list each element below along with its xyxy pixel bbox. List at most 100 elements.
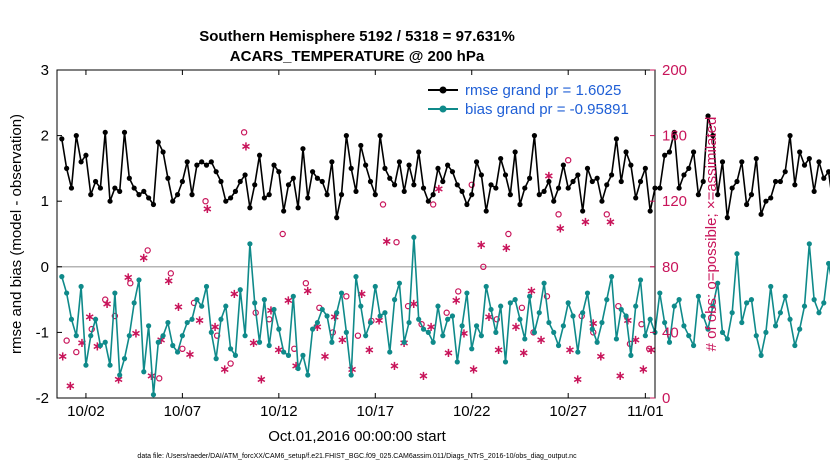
- obs-assimilated-marker: ∗: [596, 349, 607, 364]
- bias-point: [117, 372, 123, 378]
- rmse-point: [78, 159, 84, 165]
- obs-possible-marker: [302, 280, 310, 287]
- bias-point: [353, 274, 359, 280]
- bias-point: [430, 339, 436, 345]
- obs-assimilated-marker: ∗: [156, 333, 167, 348]
- obs-assimilated-marker: ∗: [493, 343, 504, 358]
- x-tick-label: 10/02: [67, 403, 105, 420]
- rmse-point: [425, 198, 431, 204]
- rmse-point: [748, 192, 755, 198]
- bias-point: [502, 359, 509, 365]
- obs-assimilated-marker: ∗: [418, 369, 429, 384]
- bias-point: [271, 306, 277, 313]
- obs-possible-marker: [646, 345, 653, 352]
- bias-point: [546, 319, 552, 326]
- bias-point: [329, 339, 335, 345]
- bias-point: [184, 319, 190, 326]
- bias-point: [719, 329, 726, 335]
- x-axis-label: Oct.01,2016 00:00:00 start: [268, 428, 446, 445]
- bias-point: [440, 333, 446, 339]
- bias-point: [715, 280, 721, 286]
- obs-possible-marker: [443, 309, 450, 316]
- rmse-point: [367, 178, 374, 185]
- bias-point: [560, 323, 566, 329]
- y-axis-ticks: -2 -1 0 1 2 3: [36, 62, 62, 407]
- rmse-point: [358, 142, 364, 149]
- bias-point: [662, 319, 668, 326]
- bias-point: [59, 274, 65, 280]
- bias-point: [334, 310, 340, 316]
- obs-assimilated-marker: ∗: [374, 313, 385, 328]
- obs-assimilated-marker: ∗: [630, 333, 641, 348]
- rmse-point: [777, 178, 783, 185]
- bias-point: [107, 362, 113, 368]
- bias-point: [232, 352, 239, 358]
- rmse-point: [305, 195, 311, 201]
- obs-assimilated-marker: ∗: [433, 182, 444, 197]
- bias-point: [208, 329, 214, 335]
- rmse-point: [816, 159, 822, 165]
- rmse-point: [700, 178, 706, 185]
- rmse-point: [570, 178, 576, 185]
- rmse-point: [430, 192, 436, 198]
- obs-assimilated-marker: ∗: [572, 372, 583, 387]
- y-right-tick-label: 160: [662, 128, 687, 145]
- rmse-point: [464, 201, 470, 208]
- bias-point: [242, 333, 248, 339]
- rmse-point: [666, 149, 673, 155]
- rmse-point: [580, 208, 586, 214]
- y-tick-label: 1: [41, 193, 49, 210]
- obs-assimilated-marker: ∗: [138, 251, 149, 266]
- rmse-point: [483, 208, 489, 214]
- bias-point: [83, 362, 89, 368]
- bias-point: [647, 316, 653, 322]
- bias-point: [445, 316, 451, 322]
- rmse-point: [584, 165, 591, 171]
- obs-assimilated-marker: ∗: [555, 221, 566, 236]
- rmse-point: [671, 129, 677, 135]
- bias-point: [483, 283, 489, 290]
- obs-assimilated-marker: ∗: [65, 379, 76, 394]
- bias-point: [459, 323, 465, 329]
- rmse-point: [97, 185, 104, 191]
- obs-assimilated-marker: ∗: [337, 333, 348, 348]
- rmse-point: [64, 165, 70, 171]
- bias-point: [570, 313, 576, 319]
- obs-possible-marker: [518, 304, 526, 311]
- rmse-point: [744, 201, 750, 208]
- rmse-point: [256, 152, 263, 158]
- bias-point: [256, 339, 263, 345]
- rmse-point: [92, 178, 99, 185]
- rmse-point: [555, 185, 562, 191]
- obs-assimilated-marker: ∗: [536, 333, 547, 348]
- rmse-point: [637, 178, 644, 185]
- bias-point: [237, 287, 243, 293]
- obs-possible-marker: [455, 288, 462, 295]
- rmse-point: [372, 192, 378, 198]
- bias-point: [797, 326, 803, 332]
- bias-point: [179, 333, 185, 339]
- bias-point: [252, 300, 258, 306]
- bias-point: [136, 277, 142, 283]
- bias-point: [78, 283, 84, 290]
- bias-point: [541, 280, 547, 286]
- bias-point: [748, 297, 755, 303]
- rmse-point: [334, 215, 340, 221]
- bias-point: [758, 352, 764, 358]
- bias-point: [92, 316, 99, 322]
- rmse-point: [792, 182, 798, 188]
- rmse-point: [290, 175, 296, 181]
- rmse-point: [68, 185, 75, 191]
- bias-point: [700, 313, 706, 319]
- rmse-point: [242, 172, 248, 178]
- y-right-tick-label: 40: [662, 324, 679, 341]
- obs-assimilated-marker: ∗: [266, 303, 277, 318]
- obs-possible-marker: [393, 238, 400, 246]
- bias-point: [666, 339, 673, 345]
- rmse-point: [502, 172, 509, 178]
- obs-assimilated-marker: ∗: [459, 326, 470, 341]
- bias-point: [425, 329, 431, 335]
- x-tick-label: 10/12: [260, 403, 298, 420]
- bias-point: [363, 333, 369, 339]
- rmse-point: [608, 172, 615, 178]
